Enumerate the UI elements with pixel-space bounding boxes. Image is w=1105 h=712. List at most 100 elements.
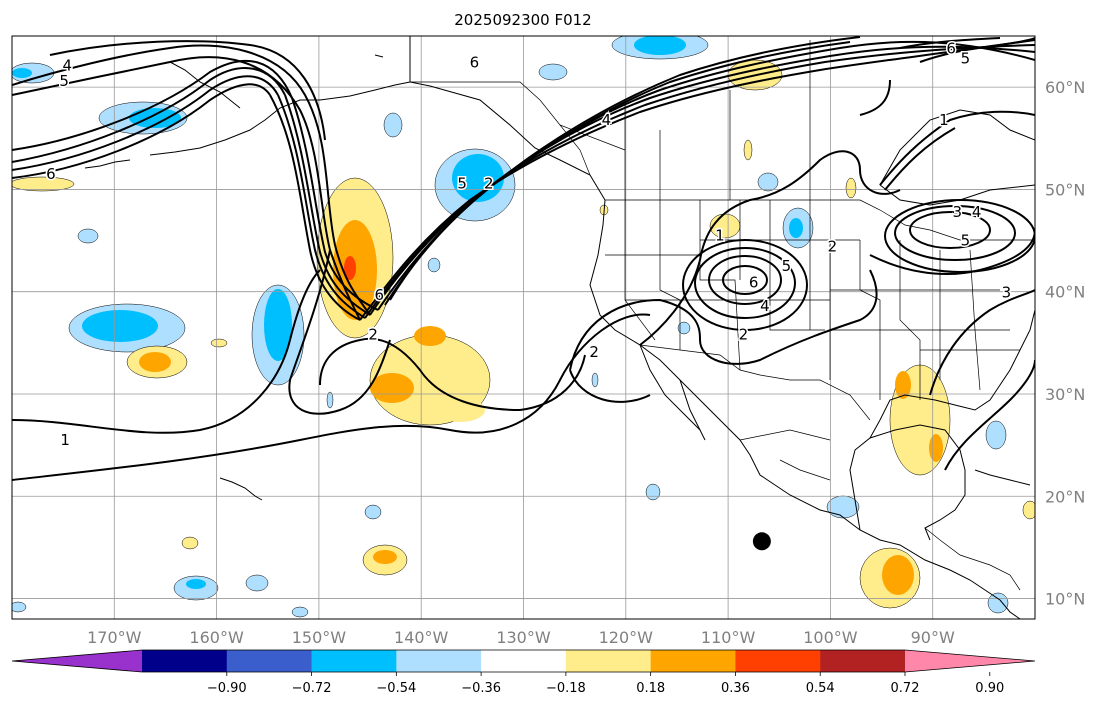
colorbar-tick-label: 0.36 [721,681,750,696]
colorbar-extend-low [12,650,142,672]
contour-label: 1 [715,226,725,244]
positive-anomaly-region [845,177,857,199]
positive-anomaly-region [1022,500,1035,520]
negative-anomaly-region [129,108,181,128]
latitude-tick-label: 30°N [1045,385,1085,404]
negative-anomaly-region [291,606,309,618]
longitude-tick-label: 90°W [911,628,955,647]
latitude-tick-label: 50°N [1045,180,1085,199]
negative-anomaly-region [12,601,27,613]
coastlines [84,36,1035,619]
contour-label: 4 [972,203,982,221]
contour-label: 6 [946,39,956,57]
colorbar: −0.90 −0.72 −0.54 −0.36 −0.18 0.18 0.36 0.54 0.7… [11,649,1036,696]
latitude-tick-label: 20°N [1045,487,1085,506]
location-marker [752,532,771,551]
colorbar-segment [565,650,652,672]
latitude-tick-label: 10°N [1045,590,1085,609]
positive-anomaly-region [210,338,228,348]
contour-label: 5 [961,50,971,68]
figure-title: 2025092300 F012 [454,11,591,29]
positive-anomaly-region [373,550,397,564]
longitude-tick-label: 140°W [394,628,449,647]
positive-anomaly-region [414,326,446,346]
negative-anomaly-region [77,228,99,244]
positive-anomaly-region [12,176,75,192]
colorbar-segment [311,650,397,672]
positive-anomaly-region [344,256,356,280]
contour-label: 5 [961,232,971,250]
colorbar-tick-label: 0.90 [975,681,1004,696]
negative-anomaly-region [987,592,1009,614]
positive-anomaly-region [882,555,914,595]
negative-anomaly-region [326,391,334,409]
colorbar-outline [11,649,1036,673]
contour-label: 1 [939,111,949,129]
colorbar-segment [226,650,313,672]
contour-label: 1 [60,431,70,449]
negative-anomaly-region [677,321,691,335]
positive-anomaly-region [895,371,911,399]
contour-label: 5 [457,174,467,192]
contour-label: 2 [368,326,378,344]
longitude-tick-label: 160°W [189,628,244,647]
positive-anomaly-region [743,139,753,161]
colorbar-segment [820,650,906,672]
contour-label: 3 [952,203,962,221]
contour-label: 6 [46,165,56,183]
colorbar-tick-label: 0.18 [636,681,665,696]
longitude-tick-label: 170°W [87,628,142,647]
negative-anomaly-region [186,579,206,589]
colorbar-tick-label: −0.90 [207,681,247,696]
longitude-tick-label: 120°W [599,628,654,647]
longitude-tick-label: 100°W [803,628,858,647]
negative-anomaly-region [591,372,599,388]
negative-anomaly-region [427,257,441,273]
negative-anomaly-region [538,63,568,81]
negative-anomaly-region [264,289,292,361]
contour-label: 6 [374,286,384,304]
colorbar-segment [142,650,228,672]
shaded-field [12,36,1035,618]
negative-anomaly-region [364,504,382,520]
longitude-tick-label: 130°W [496,628,551,647]
colorbar-tick-label: −0.36 [461,681,501,696]
colorbar-segment [396,650,482,672]
latitude-tick-label: 40°N [1045,283,1085,302]
contour-label: 4 [760,297,770,315]
contour-label: 4 [62,57,72,75]
negative-anomaly-region [789,218,803,238]
contour-label: 6 [470,54,480,72]
contour-label: 2 [828,238,838,256]
positive-anomaly-region [929,434,943,462]
negative-anomaly-region [82,310,158,342]
contour-label: 2 [589,343,599,361]
negative-anomaly-region [634,36,686,55]
colorbar-tick-label: −0.54 [376,681,416,696]
positive-anomaly-region [370,373,414,403]
latitude-tick-labels: 60°N 50°N 40°N 30°N 20°N 10°N [1045,78,1085,608]
contour-label: 5 [59,72,69,90]
negative-anomaly-region [826,495,860,519]
positive-anomaly-region [435,398,485,422]
longitude-tick-label: 110°W [701,628,756,647]
longitude-tick-label: 150°W [292,628,347,647]
contour-lines [12,36,1035,481]
contour-label: 4 [602,111,612,129]
positive-anomaly-region [181,536,199,550]
colorbar-tick-label: 0.72 [891,681,920,696]
negative-anomaly-region [645,483,661,501]
colorbar-tick-label: −0.18 [546,681,586,696]
colorbar-segment [735,650,821,672]
positive-anomaly-region [139,352,171,372]
colorbar-extend-high [905,650,1035,672]
colorbar-tick-label: 0.54 [806,681,835,696]
negative-anomaly-region [383,112,403,138]
negative-anomaly-region [245,574,269,592]
political-borders [410,40,1035,591]
colorbar-segment [650,650,736,672]
contour-label: 2 [484,174,494,192]
